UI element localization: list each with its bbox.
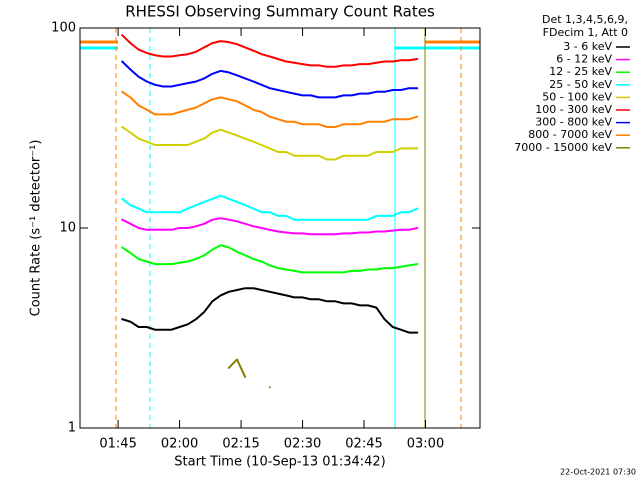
y-tick-label: 100 <box>51 21 76 36</box>
legend-label: 800 - 7000 keV <box>528 128 612 141</box>
x-tick-label: 03:00 <box>407 437 444 452</box>
series-line <box>121 217 419 236</box>
series-line <box>121 34 419 68</box>
legend-header: FDecim 1, Att 0 <box>543 26 628 39</box>
x-tick-label: 01:45 <box>99 437 136 452</box>
series-line <box>121 126 419 161</box>
chart-title: RHESSI Observing Summary Count Rates <box>125 3 435 21</box>
y-tick-label: 10 <box>59 221 76 236</box>
series-line <box>121 244 419 274</box>
series-line <box>121 194 419 221</box>
x-tick-label: 02:00 <box>161 437 198 452</box>
state-markers <box>80 28 480 428</box>
legend-header: Det 1,3,4,5,6,9, <box>542 13 628 26</box>
legend-label: 7000 - 15000 keV <box>514 141 612 154</box>
legend-label: 3 - 6 keV <box>563 40 612 53</box>
legend-label: 25 - 50 keV <box>549 78 612 91</box>
legend-label: 300 - 800 keV <box>535 116 612 129</box>
legend-label: 100 - 300 keV <box>535 103 612 116</box>
series-line <box>121 60 419 99</box>
legend-label: 12 - 25 keV <box>549 65 612 78</box>
x-tick-label: 02:30 <box>284 437 321 452</box>
y-axis-label: Count Rate (s⁻¹ detector⁻¹) <box>29 140 44 317</box>
series-line <box>121 90 419 128</box>
series-line <box>121 287 419 334</box>
x-tick-label: 02:15 <box>222 437 259 452</box>
legend-label: 6 - 12 keV <box>556 53 612 66</box>
x-axis-label: Start Time (10-Sep-13 01:34:42) <box>174 455 385 470</box>
y-tick-label: 1 <box>68 421 76 436</box>
x-tick-label: 02:45 <box>345 437 382 452</box>
footer: 22-Oct-2021 07:30 <box>560 468 636 477</box>
series-line <box>227 358 271 389</box>
legend-label: 50 - 100 keV <box>542 90 612 103</box>
